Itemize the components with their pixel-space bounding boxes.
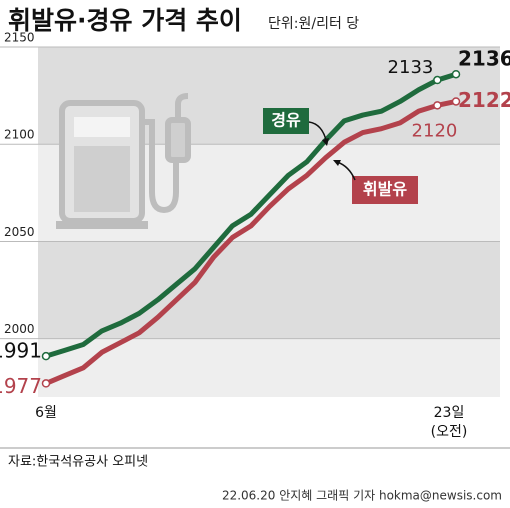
band [38, 338, 500, 397]
data-label: 2122 [458, 88, 510, 112]
data-label: 2120 [412, 120, 458, 141]
line [45, 71, 457, 359]
point [451, 97, 461, 106]
point [41, 379, 51, 388]
legend-label: 휘발유 [363, 180, 407, 199]
legend-label: 경유 [271, 111, 301, 130]
data-label: 1991 [0, 339, 42, 363]
unit-label: 단위:원/리터 당 [268, 16, 359, 32]
x-note: (오전) [431, 424, 468, 440]
data-label: 1977 [0, 374, 42, 398]
source: 자료:한국석유공사 오피넷 [8, 455, 148, 470]
data-label: 2136 [458, 47, 510, 71]
point [451, 69, 461, 79]
point [41, 351, 51, 361]
y-tick-label: 2150 [4, 31, 35, 45]
point [433, 75, 442, 85]
line [45, 98, 457, 386]
legend-arrow-head [322, 138, 329, 146]
credit: 22.06.20 안지혜 그래픽 기자 hokma@newsis.com [222, 489, 502, 503]
legend-box [352, 176, 418, 204]
y-tick-label: 2050 [4, 225, 35, 239]
pump-icon [56, 93, 191, 229]
y-tick-label: 2000 [4, 322, 35, 336]
point [433, 101, 442, 110]
data-label: 2133 [388, 57, 434, 78]
x-tick-label: 23일 [434, 405, 465, 421]
x-tick-label: 6월 [35, 405, 57, 421]
chart-title: 휘발유·경유 가격 추이 [8, 6, 242, 35]
legend-box [263, 108, 309, 134]
y-tick-label: 2100 [4, 128, 35, 142]
band [38, 241, 500, 339]
legend-arrow-head [333, 160, 341, 166]
